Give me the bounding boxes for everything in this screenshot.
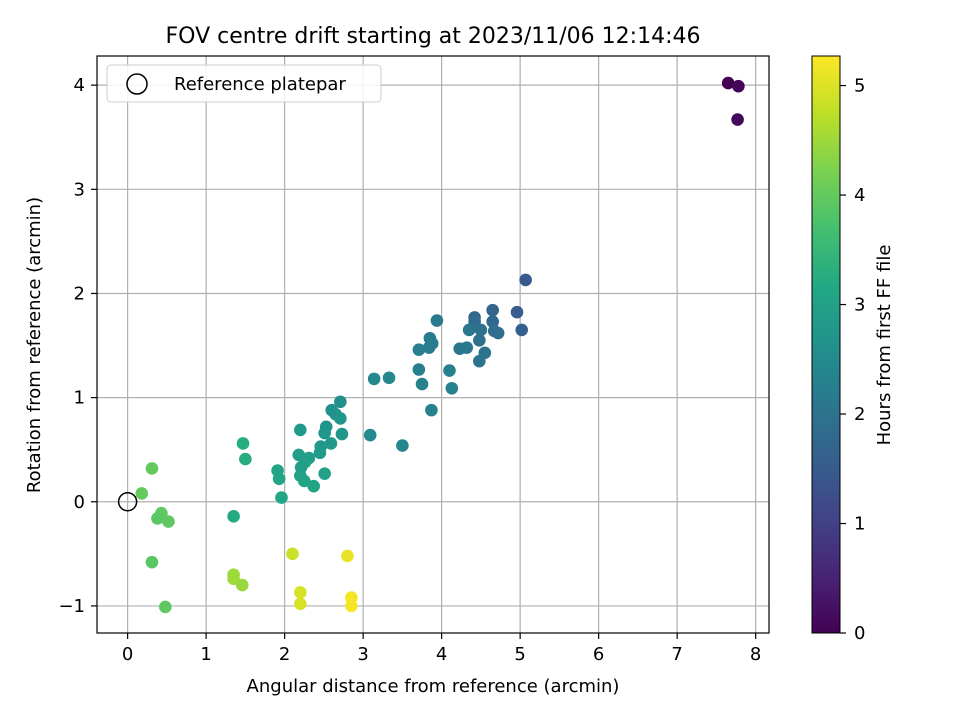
colorbar-tick-label: 3 xyxy=(854,295,865,316)
scatter-point xyxy=(227,510,240,523)
grid-lines xyxy=(97,56,769,633)
scatter-points xyxy=(135,76,745,614)
x-tick-label: 7 xyxy=(671,644,682,665)
y-tick-label: 0 xyxy=(74,492,85,513)
x-tick-label: 0 xyxy=(122,644,133,665)
x-tick-label: 4 xyxy=(436,644,447,665)
scatter-point xyxy=(396,439,409,452)
reference-platepar-marker xyxy=(117,492,138,512)
legend-box xyxy=(106,64,382,103)
colorbar-tick-label: 1 xyxy=(854,514,865,535)
scatter-point xyxy=(145,555,159,569)
scatter-point xyxy=(422,341,436,354)
scatter-point xyxy=(415,377,429,391)
scatter-point xyxy=(453,342,466,355)
plot-frame xyxy=(96,55,770,634)
scatter-point xyxy=(158,600,172,614)
scatter-point xyxy=(382,371,396,385)
scatter-point xyxy=(412,343,426,357)
scatter-point xyxy=(731,113,744,126)
scatter-point xyxy=(363,428,377,442)
colorbar-tick-label: 0 xyxy=(854,623,865,644)
scatter-point xyxy=(721,76,735,90)
scatter-point xyxy=(425,403,438,417)
scatter-point xyxy=(275,491,288,504)
scatter-point xyxy=(473,334,486,347)
scatter-point xyxy=(487,324,501,338)
colorbar-tick-label: 2 xyxy=(854,404,865,425)
scatter-point xyxy=(318,426,331,440)
scatter-point xyxy=(510,305,524,319)
scatter-point xyxy=(294,586,307,599)
scatter-point xyxy=(272,472,286,486)
scatter-point xyxy=(341,549,354,563)
scatter-point xyxy=(515,323,529,337)
y-tick-label: 1 xyxy=(74,388,85,409)
x-axis-ticks: 0 1 2 3 4 5 6 7 8 xyxy=(122,633,761,665)
legend-label: Reference platepar xyxy=(174,74,346,95)
colorbar-label: Hours from first FF file xyxy=(874,245,895,446)
scatter-point xyxy=(334,395,347,409)
colorbar-tick-label: 4 xyxy=(854,185,865,206)
x-tick-label: 2 xyxy=(279,644,290,665)
scatter-point xyxy=(473,354,486,368)
legend-marker xyxy=(126,73,148,95)
scatter-point xyxy=(345,599,358,613)
y-axis-label: Rotation from reference (arcmin) xyxy=(24,197,45,493)
scatter-point xyxy=(474,323,488,337)
scatter-point xyxy=(334,412,347,425)
scatter-point xyxy=(367,372,381,386)
scatter-point xyxy=(162,515,175,528)
scatter-point xyxy=(297,474,311,488)
scatter-point xyxy=(486,315,499,328)
colorbar-gradient xyxy=(811,55,841,634)
scatter-point xyxy=(318,467,331,480)
scatter-point xyxy=(486,303,499,317)
scatter-point xyxy=(294,423,307,437)
y-axis-ticks: −1 0 1 2 3 4 xyxy=(58,75,97,617)
scatter-point xyxy=(135,487,149,500)
scatter-point xyxy=(443,364,456,377)
x-tick-label: 8 xyxy=(750,644,761,665)
scatter-point xyxy=(307,479,320,493)
scatter-point xyxy=(145,462,159,475)
scatter-point xyxy=(239,452,252,466)
colorbar: 0 1 2 3 4 5 Hours from first FF file xyxy=(811,55,895,644)
x-tick-label: 5 xyxy=(514,644,525,665)
scatter-point xyxy=(235,578,249,592)
x-tick-label: 6 xyxy=(593,644,604,665)
y-tick-label: 3 xyxy=(74,179,85,200)
y-tick-label: 4 xyxy=(74,75,85,96)
x-axis-label: Angular distance from reference (arcmin) xyxy=(247,676,620,697)
chart-title: FOV centre drift starting at 2023/11/06 … xyxy=(166,24,701,49)
scatter-point xyxy=(412,363,426,376)
scatter-point xyxy=(732,79,745,93)
y-tick-label: −1 xyxy=(58,596,85,617)
scatter-point xyxy=(430,314,444,327)
colorbar-ticks: 0 1 2 3 4 5 xyxy=(840,76,865,644)
scatter-point xyxy=(151,512,164,525)
scatter-point xyxy=(462,323,476,337)
scatter-point xyxy=(335,427,349,441)
scatter-point xyxy=(519,273,532,287)
x-tick-label: 1 xyxy=(200,644,211,665)
scatter-point xyxy=(294,597,307,611)
scatter-point xyxy=(445,381,459,395)
y-tick-label: 2 xyxy=(74,283,85,304)
scatter-point xyxy=(324,437,338,450)
colorbar-tick-label: 5 xyxy=(854,76,865,97)
legend: Reference platepar xyxy=(106,64,382,103)
x-tick-label: 3 xyxy=(357,644,368,665)
scatter-point xyxy=(236,437,250,450)
scatter-point xyxy=(313,446,327,460)
scatter-point xyxy=(227,572,240,586)
scatter-point xyxy=(286,547,299,561)
